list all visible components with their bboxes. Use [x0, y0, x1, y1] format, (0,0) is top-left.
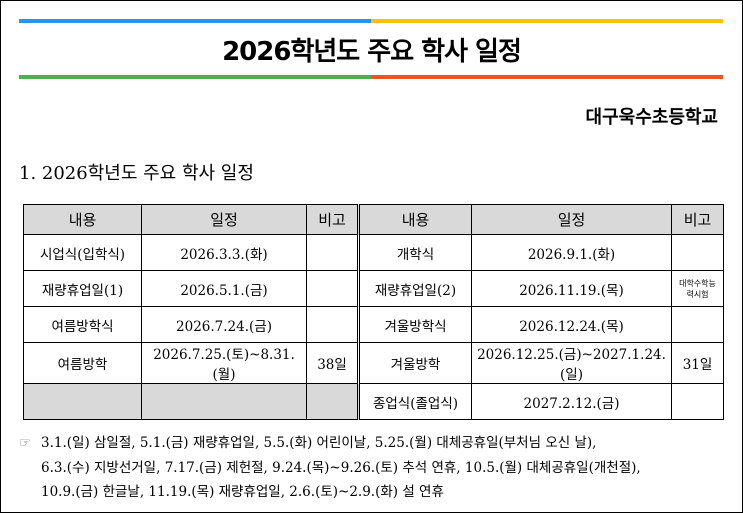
- cell-content: 재량휴업일(1): [23, 270, 142, 307]
- empty-cell: [306, 383, 359, 420]
- header-cell: 일정: [141, 204, 307, 235]
- cell-content: 겨울방학식: [357, 306, 472, 343]
- cell-date: 2026.7.24.(금): [141, 306, 307, 343]
- table-row: 여름방학식 2026.7.24.(금) 겨울방학식 2026.12.24.(목): [23, 306, 724, 343]
- cell-date: 2026.11.19.(목): [471, 270, 672, 307]
- school-name: 대구욱수초등학교: [585, 107, 718, 128]
- cell-note: 31일: [671, 342, 724, 384]
- cell-content: 겨울방학: [357, 342, 472, 384]
- note-line: 6.3.(수) 지방선거일, 7.17.(금) 제헌절, 9.24.(목)~9.…: [41, 459, 641, 476]
- schedule-table: 내용 일정 비고 내용 일정 비고 시업식(입학식) 2026.3.3.(화) 개학식 2026…: [23, 204, 724, 420]
- note-marker: ☞: [19, 435, 32, 451]
- cell-content: 재량휴업일(2): [357, 270, 472, 307]
- empty-cell: [671, 234, 724, 271]
- header-cell: 비고: [671, 204, 724, 235]
- top-bar-blue: [19, 19, 371, 23]
- cell-content: 여름방학: [23, 342, 142, 384]
- cell-date: 2026.9.1.(화): [471, 234, 672, 271]
- cell-date: 2026.12.25.(금)~2027.1.24.(일): [471, 342, 672, 384]
- cell-content: 시업식(입학식): [23, 234, 142, 271]
- empty-cell: [306, 306, 359, 343]
- cell-content: 종업식(졸업식): [357, 383, 472, 420]
- header-cell: 내용: [357, 204, 472, 235]
- table-row: 재량휴업일(1) 2026.5.1.(금) 재량휴업일(2) 2026.11.19.(…: [23, 270, 724, 307]
- empty-cell: [141, 383, 307, 420]
- cell-date: 2026.12.24.(목): [471, 306, 672, 343]
- cell-content: 개학식: [357, 234, 472, 271]
- table-row: 시업식(입학식) 2026.3.3.(화) 개학식 2026.9.1.(화): [23, 234, 724, 271]
- header-cell: 비고: [306, 204, 359, 235]
- empty-cell: [671, 306, 724, 343]
- cell-note: 대학수학능력시험: [671, 270, 724, 307]
- cell-date: 2027.2.12.(금): [471, 383, 672, 420]
- header-cell: 일정: [471, 204, 672, 235]
- bottom-bar-green: [19, 75, 371, 79]
- note-line: 10.9.(금) 한글날, 11.19.(목) 재량휴업일, 2.6.(토)~2…: [41, 484, 444, 500]
- empty-cell: [306, 270, 359, 307]
- cell-date: 2026.7.25.(토)~8.31.(월): [141, 342, 307, 384]
- table-row: 종업식(졸업식) 2027.2.12.(금): [23, 383, 724, 420]
- section-heading: 1. 2026학년도 주요 학사 일정: [19, 163, 254, 184]
- cell-content: 여름방학식: [23, 306, 142, 343]
- cell-date: 2026.3.3.(화): [141, 234, 307, 271]
- empty-cell: [306, 234, 359, 271]
- header-row: 내용 일정 비고 내용 일정 비고: [23, 204, 724, 235]
- top-bar-yellow: [371, 19, 723, 23]
- empty-cell: [23, 383, 142, 420]
- cell-note: 38일: [306, 342, 359, 384]
- note-line: 3.1.(일) 삼일절, 5.1.(금) 재량휴업일, 5.5.(화) 어린이날…: [41, 435, 597, 451]
- title: 2026학년도 주요 학사 일정: [222, 37, 522, 67]
- header-cell: 내용: [23, 204, 142, 235]
- notes: ☞ 3.1.(일) 삼일절, 5.1.(금) 재량휴업일, 5.5.(화) 어린…: [19, 431, 641, 505]
- bottom-bar-orange: [371, 75, 723, 79]
- table-row: 여름방학 2026.7.25.(토)~8.31.(월) 38일 겨울방학 2026.12…: [23, 342, 724, 384]
- empty-cell: [671, 383, 724, 420]
- cell-date: 2026.5.1.(금): [141, 270, 307, 307]
